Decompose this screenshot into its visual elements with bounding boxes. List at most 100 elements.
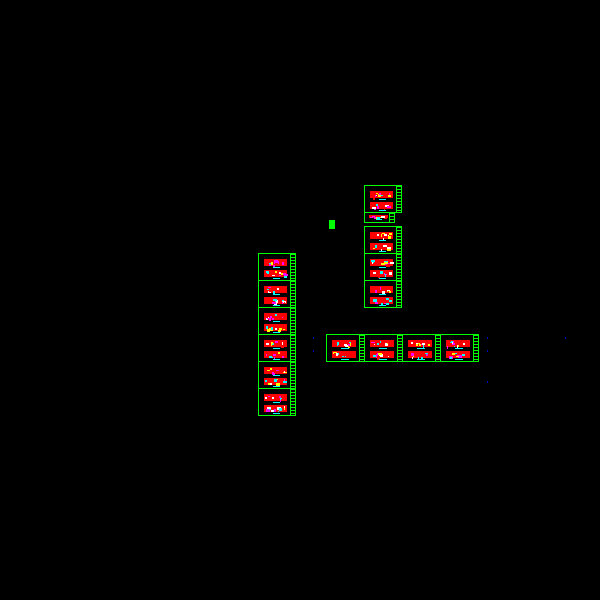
dimension-line xyxy=(379,359,387,361)
sheet-bottom-4[interactable] xyxy=(440,334,479,362)
drawing-detail xyxy=(266,298,268,301)
stray-point xyxy=(487,337,488,339)
drawing-detail xyxy=(385,303,389,306)
title-block xyxy=(290,281,295,307)
drawing-detail xyxy=(388,275,390,278)
stray-point xyxy=(565,337,566,339)
sheet-top-1[interactable] xyxy=(364,185,402,213)
dimension-line xyxy=(341,359,349,361)
drawing-detail xyxy=(372,260,375,263)
title-block xyxy=(396,254,401,280)
drawing-detail xyxy=(370,216,373,219)
drawing-detail xyxy=(373,196,375,200)
drawing-detail xyxy=(269,382,273,385)
drawing-detail xyxy=(282,316,284,319)
drawing-detail xyxy=(384,274,387,277)
drawing-detail xyxy=(274,300,277,304)
drawing-detail xyxy=(388,194,391,198)
dimension-line xyxy=(378,251,387,253)
stray-point xyxy=(487,350,488,352)
drawing-detail xyxy=(450,356,453,359)
drawing-detail xyxy=(410,352,414,356)
drawing-detail xyxy=(417,357,420,360)
drawing-detail xyxy=(283,372,288,374)
drawing-detail xyxy=(372,262,374,265)
drawing-detail xyxy=(387,289,390,292)
title-block xyxy=(290,389,295,415)
drawing-detail xyxy=(266,316,269,318)
drawing-detail xyxy=(373,354,376,357)
dimension-line xyxy=(272,267,281,269)
sheet-bottom-1[interactable] xyxy=(326,334,365,362)
drawing-detail xyxy=(275,328,277,330)
drawing-detail xyxy=(376,352,379,355)
drawing-detail xyxy=(264,379,267,382)
drawing-detail xyxy=(349,341,352,343)
drawing-detail xyxy=(462,355,464,357)
drawing-detail xyxy=(375,290,378,294)
drawing-detail xyxy=(274,343,276,346)
drawing-detail xyxy=(277,261,280,265)
drawing-detail xyxy=(268,356,273,358)
sheet-left-6[interactable] xyxy=(258,388,296,416)
drawing-detail xyxy=(385,354,388,356)
drawing-detail xyxy=(382,290,386,294)
drawing-detail xyxy=(379,341,381,343)
drawing-detail xyxy=(376,192,378,194)
dimension-line xyxy=(378,267,387,269)
drawing-detail xyxy=(284,379,286,381)
dimension-line xyxy=(272,413,281,415)
drawing-detail xyxy=(425,352,429,354)
drawing-detail xyxy=(283,380,287,384)
drawing-detail xyxy=(378,192,382,195)
drawing-detail xyxy=(276,379,279,382)
drawing-detail xyxy=(274,379,277,382)
drawing-detail xyxy=(274,302,278,305)
drawing-detail xyxy=(267,317,271,319)
sheet-left-3[interactable] xyxy=(258,307,296,335)
drawing-detail xyxy=(266,289,269,291)
drawing-detail xyxy=(451,341,453,345)
title-block xyxy=(396,186,401,212)
sheet-bottom-3[interactable] xyxy=(402,334,441,362)
title-block xyxy=(290,308,295,334)
drawing-detail xyxy=(336,344,339,346)
drawing-detail xyxy=(387,205,391,208)
sheet-left-1[interactable] xyxy=(258,253,296,281)
drawing-detail xyxy=(456,345,459,349)
drawing-detail xyxy=(380,291,383,294)
drawing-detail xyxy=(352,355,357,359)
sheet-top-2[interactable] xyxy=(364,212,395,223)
dimension-line xyxy=(378,210,387,212)
drawing-detail xyxy=(274,314,277,316)
drawing-detail xyxy=(337,341,339,345)
drawing-detail xyxy=(379,354,384,358)
drawing-detail xyxy=(348,344,350,347)
drawing-detail xyxy=(384,302,387,305)
drawing-detail xyxy=(271,395,275,397)
sheet-left-5[interactable] xyxy=(258,361,296,389)
drawing-detail xyxy=(264,396,267,400)
drawing-detail xyxy=(385,343,387,345)
drawing-detail xyxy=(379,194,383,196)
drawing-detail xyxy=(283,407,285,411)
drawing-detail xyxy=(386,263,391,267)
drawing-detail xyxy=(421,356,423,360)
sheet-top-4[interactable] xyxy=(364,253,402,281)
drawing-detail xyxy=(279,396,282,399)
drawing-detail xyxy=(371,342,376,344)
drawing-detail xyxy=(461,353,465,356)
sheet-left-4[interactable] xyxy=(258,334,296,362)
drawing-detail xyxy=(378,206,381,209)
drawing-detail xyxy=(422,344,425,348)
drawing-detail xyxy=(279,274,281,276)
drawing-detail xyxy=(269,291,271,293)
drawing-detail xyxy=(462,342,466,345)
sheet-top-3[interactable] xyxy=(364,226,402,254)
drawing-detail xyxy=(384,344,388,346)
sheet-top-5[interactable] xyxy=(364,280,402,308)
drawing-detail xyxy=(267,287,271,289)
sheet-left-2[interactable] xyxy=(258,280,296,308)
sheet-bottom-2[interactable] xyxy=(364,334,403,362)
drawing-detail xyxy=(373,235,377,238)
